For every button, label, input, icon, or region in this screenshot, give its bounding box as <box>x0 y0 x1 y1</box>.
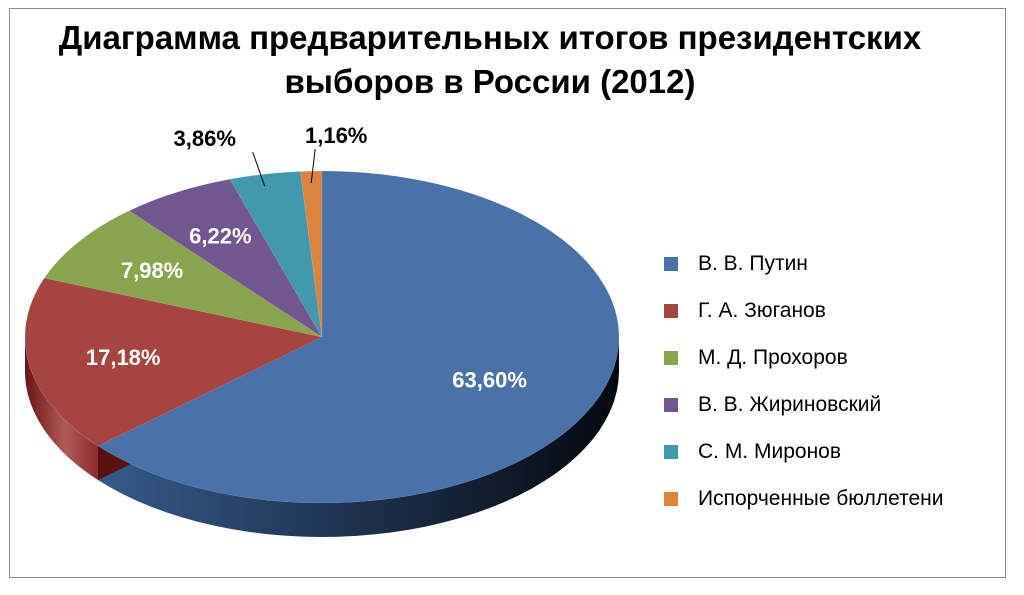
legend-swatch <box>664 350 678 365</box>
legend-label: С. М. Миронов <box>698 439 842 463</box>
data-label: 7,98% <box>121 258 183 283</box>
pie-slice <box>300 170 323 338</box>
legend-swatch <box>664 256 678 271</box>
legend-label: Г. А. Зюганов <box>698 298 826 322</box>
legend-swatch <box>664 444 678 459</box>
legend-label: В. В. Путин <box>698 251 808 275</box>
data-label-leader-line <box>310 149 316 184</box>
pie-slice <box>43 210 323 338</box>
chart-title-line-1: Диаграмма предварительных итогов президе… <box>58 19 922 56</box>
data-label: 6,22% <box>189 224 251 249</box>
legend-label: Испорченные бюллетени <box>698 486 944 510</box>
legend-swatch <box>664 303 678 318</box>
legend-item: М. Д. Прохоров <box>664 334 943 381</box>
data-label: 63,60% <box>452 368 527 393</box>
pie-slice <box>128 178 323 338</box>
legend-swatch <box>664 491 678 506</box>
legend-label: В. В. Жириновский <box>698 392 882 416</box>
data-label: 3,86% <box>174 126 236 151</box>
legend-swatch <box>664 397 678 412</box>
chart-title-line-2: выборов в России (2012) <box>284 63 696 100</box>
pie-slice <box>97 170 620 504</box>
pie-slice-side <box>25 337 98 480</box>
legend: В. В. Путин Г. А. Зюганов М. Д. Прохоров… <box>664 240 943 522</box>
legend-item: Испорченные бюллетени <box>664 475 943 522</box>
pie-slice <box>229 171 323 338</box>
legend-item: Г. А. Зюганов <box>664 287 943 334</box>
data-label: 17,18% <box>86 345 161 370</box>
legend-item: В. В. Жириновский <box>664 381 943 428</box>
data-label: 1,16% <box>305 123 367 148</box>
pie-slice-side <box>97 337 620 537</box>
chart-title: Диаграмма предварительных итогов президе… <box>0 16 980 104</box>
legend-item: В. В. Путин <box>664 240 943 287</box>
legend-item: С. М. Миронов <box>664 428 943 475</box>
pie-slice <box>24 277 323 447</box>
data-label-leader-line <box>252 151 266 187</box>
legend-label: М. Д. Прохоров <box>698 345 848 369</box>
